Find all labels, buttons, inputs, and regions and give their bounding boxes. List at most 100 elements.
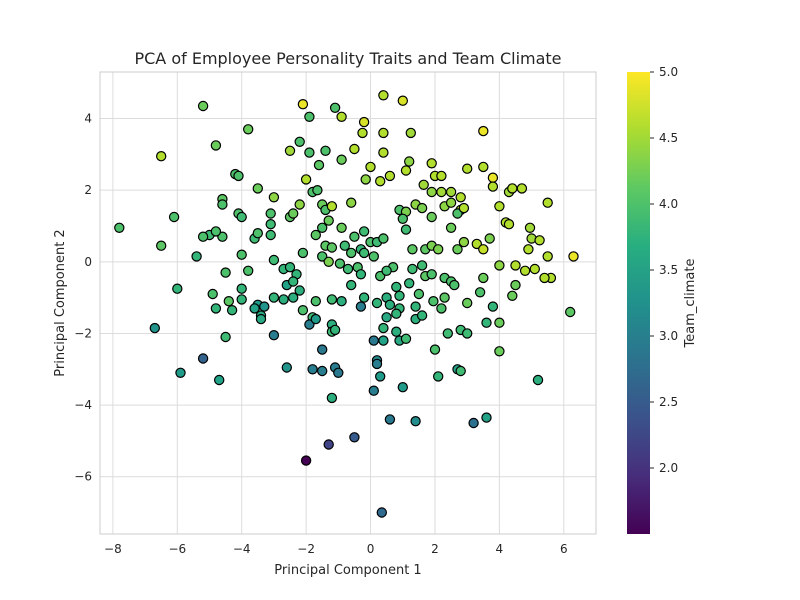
data-point — [462, 297, 473, 309]
x-tick-label: 4 — [496, 542, 504, 556]
data-point — [481, 412, 492, 423]
data-point — [294, 199, 305, 210]
data-point — [394, 290, 405, 301]
data-point — [436, 186, 447, 198]
data-point — [265, 229, 276, 241]
data-point — [297, 305, 309, 316]
data-point — [413, 288, 425, 300]
data-point — [405, 127, 416, 139]
data-point — [329, 102, 341, 114]
data-point — [355, 301, 367, 312]
data-point — [358, 226, 370, 237]
data-point — [436, 170, 447, 182]
data-point — [542, 197, 553, 208]
plot-frame — [99, 71, 597, 535]
data-point — [326, 392, 338, 404]
data-point — [349, 143, 360, 155]
data-point — [336, 222, 347, 233]
data-point — [217, 199, 228, 210]
data-point — [226, 305, 238, 316]
data-point — [478, 125, 489, 137]
data-point — [494, 346, 505, 357]
data-point — [523, 244, 534, 255]
y-tick-label: 4 — [84, 112, 92, 126]
x-axis-label: Principal Component 1 — [274, 563, 421, 578]
data-point — [426, 269, 437, 280]
data-point — [368, 251, 379, 262]
data-point — [317, 344, 328, 355]
data-point — [249, 303, 260, 314]
data-point — [365, 161, 376, 173]
data-point — [346, 247, 357, 259]
data-point — [288, 276, 299, 287]
data-point — [458, 202, 470, 214]
y-axis-label: Principal Component 2 — [53, 229, 68, 376]
data-point — [349, 432, 360, 443]
data-point — [357, 127, 368, 139]
data-point — [391, 281, 402, 293]
data-point — [478, 161, 489, 173]
data-point — [334, 258, 346, 269]
data-point — [368, 385, 379, 396]
data-point — [355, 269, 367, 280]
data-point — [452, 244, 463, 255]
data-point — [342, 263, 354, 275]
data-point — [155, 240, 167, 251]
data-point — [400, 224, 412, 235]
colorbar-tick-label: 3.5 — [659, 263, 678, 277]
y-tick-label: −2 — [74, 326, 92, 340]
data-point — [278, 294, 289, 305]
colorbar-tick-label: 4.0 — [659, 197, 678, 211]
data-point — [172, 283, 183, 294]
data-point — [519, 265, 531, 276]
data-point — [481, 317, 492, 328]
data-point — [529, 263, 541, 275]
data-point — [358, 292, 370, 303]
data-point — [458, 236, 470, 248]
data-point — [323, 439, 334, 450]
data-point — [320, 145, 331, 156]
data-point — [384, 170, 396, 182]
data-point — [233, 170, 244, 182]
data-point — [294, 285, 305, 296]
data-point — [268, 292, 280, 303]
data-point — [310, 313, 321, 325]
x-tick-label: −2 — [297, 542, 315, 556]
data-point — [223, 296, 234, 307]
data-point — [155, 150, 167, 162]
data-point — [449, 279, 460, 291]
data-point — [268, 192, 280, 203]
grid-lines — [100, 72, 596, 534]
x-tick-label: −6 — [168, 542, 186, 556]
data-point — [329, 324, 341, 336]
data-point — [210, 226, 222, 237]
data-point — [391, 308, 402, 319]
data-point — [333, 367, 344, 378]
data-point — [516, 183, 528, 194]
data-point — [317, 251, 328, 262]
data-point — [474, 287, 486, 298]
data-point — [410, 301, 421, 312]
colorbar-tick-labels: 2.0 2.5 3.0 3.5 4.0 4.5 5.0 — [650, 65, 678, 475]
data-point — [336, 111, 347, 123]
data-point — [323, 256, 334, 267]
colorbar-tick-label: 4.5 — [659, 131, 678, 145]
data-point — [313, 159, 325, 171]
data-point — [371, 358, 383, 370]
data-point — [312, 184, 323, 196]
data-point — [376, 507, 387, 518]
data-point — [484, 233, 495, 244]
data-point — [371, 297, 383, 309]
data-point — [426, 186, 437, 198]
data-point — [300, 174, 312, 185]
data-point — [326, 242, 338, 253]
data-point — [510, 279, 521, 291]
data-point — [378, 90, 389, 101]
data-point — [534, 235, 545, 246]
data-point — [375, 175, 386, 187]
data-point — [397, 382, 408, 393]
data-point — [281, 362, 292, 373]
colorbar-tick-label: 3.0 — [659, 329, 678, 343]
data-point — [524, 222, 536, 233]
